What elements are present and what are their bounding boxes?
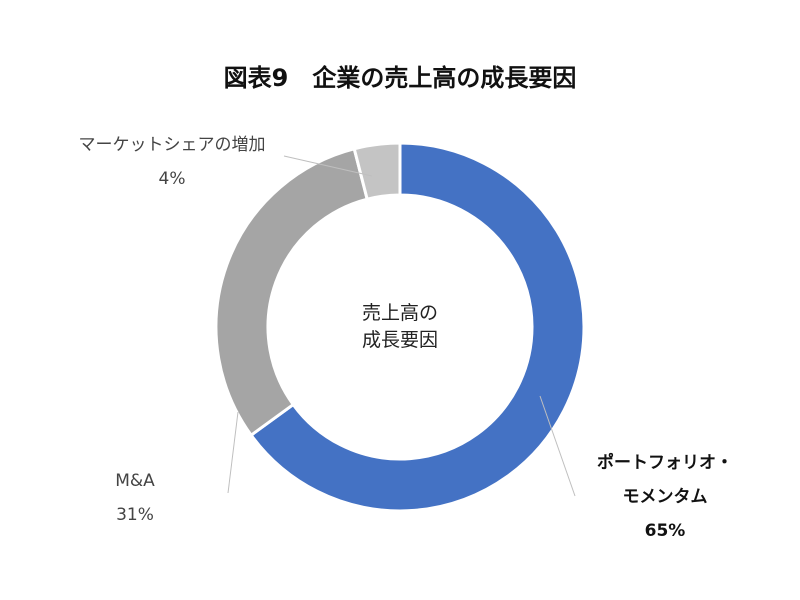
slice-market-share [352,141,402,201]
leader-line-portfolio [539,395,576,497]
slice-ma [214,146,369,438]
data-label-portfolio-name-line-2: モメンタム [622,487,708,507]
center-label-line-1: 売上高の [361,302,438,324]
center-label-line-2: 成長要因 [361,329,438,351]
data-label-market-share-name: マーケットシェアの増加 [78,135,266,155]
donut-center-label: 売上高の 成長要因 [300,300,500,354]
data-label-ma-name: M&A [115,471,155,491]
data-label-market-share-value: 4% [158,169,186,189]
data-label-portfolio-momentum: ポートフォリオ・ モメンタム 65% [570,446,760,548]
leader-line-ma [227,411,239,494]
data-label-ma-value: 31% [116,505,154,525]
data-label-portfolio-name-line-1: ポートフォリオ・ [597,453,733,473]
data-label-market-share: マーケットシェアの増加 4% [52,128,292,196]
chart-title: 図表9 企業の売上高の成長要因 [223,64,577,92]
data-label-portfolio-value: 65% [644,521,686,541]
data-label-ma: M&A 31% [90,464,180,532]
leader-line-market-share [283,155,373,177]
slice-portfolio-momentum [249,141,586,513]
